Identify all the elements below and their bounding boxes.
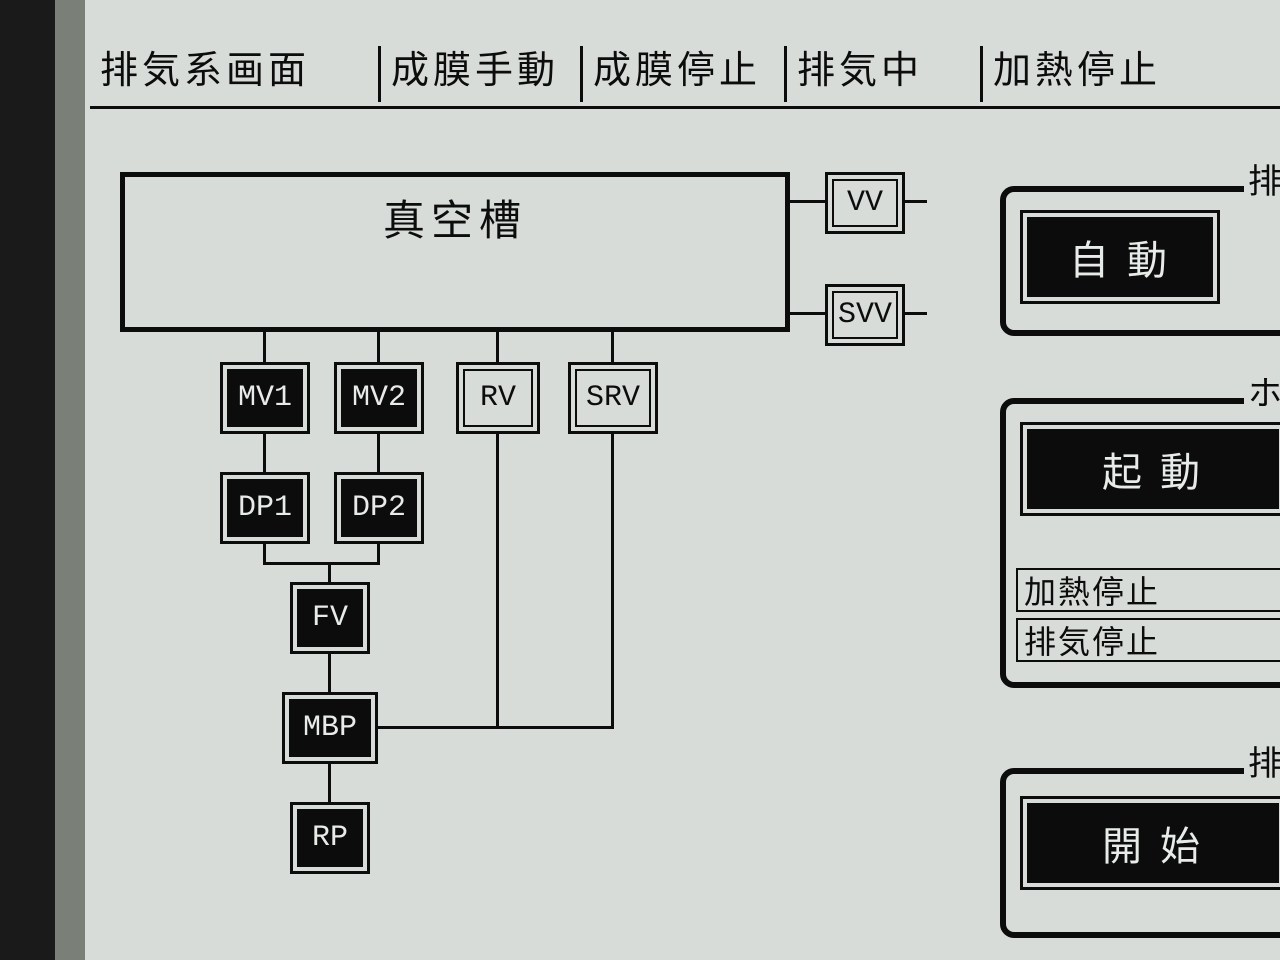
pipe-line [905,200,927,203]
vacuum-system-diagram: 真空槽 VV SVV MV1 MV2 RV SRV DP1 DP2 FV MBP RP [110,172,930,932]
valve-fv[interactable]: FV [290,582,370,654]
pipe-line [790,312,825,315]
heating-stop-button[interactable]: 加熱停止 [1016,568,1280,612]
valve-mbp[interactable]: MBP [282,692,378,764]
auto-button-label: 自動 [1027,217,1213,297]
top-tab-bar: 排気系画面 成膜手動 成膜停止 排気中 加熱停止 [90,46,1280,116]
valve-vv-label: VV [832,179,898,227]
exhaust-stop-button[interactable]: 排気停止 [1016,618,1280,662]
tab-underline [90,106,1280,109]
auto-button[interactable]: 自動 [1020,210,1220,304]
pipe-line [263,562,380,565]
startup-button-label: 起動 [1027,429,1279,509]
panel-auto-group: 排 自動 [1000,186,1280,336]
pipe-line [328,654,331,692]
pipe-line [377,434,380,472]
screen-frame-bevel [55,0,85,960]
start-button-label: 開始 [1027,803,1279,883]
pipe-line [263,332,266,362]
start-button[interactable]: 開始 [1020,796,1280,890]
valve-dp1[interactable]: DP1 [220,472,310,544]
valve-srv-label: SRV [575,369,651,427]
pipe-line [377,332,380,362]
valve-mbp-label: MBP [289,699,371,757]
pipe-line [377,544,380,564]
tab-film-manual[interactable]: 成膜手動 [378,46,559,102]
valve-rv-label: RV [463,369,533,427]
pipe-line [328,764,331,802]
pipe-line [496,434,499,728]
valve-svv-label: SVV [832,291,898,339]
valve-srv[interactable]: SRV [568,362,658,434]
panel-startup-group: ホ 起動 加熱停止 排気停止 [1000,398,1280,688]
valve-rp-label: RP [297,809,363,867]
valve-dp2[interactable]: DP2 [334,472,424,544]
valve-rv[interactable]: RV [456,362,540,434]
tab-film-stop[interactable]: 成膜停止 [580,46,761,102]
pipe-line [611,332,614,362]
pipe-line [263,434,266,472]
vacuum-chamber-label: 真空槽 [383,187,527,248]
valve-mv2[interactable]: MV2 [334,362,424,434]
panel-startup-title: ホ [1244,380,1280,414]
valve-rp[interactable]: RP [290,802,370,874]
valve-svv[interactable]: SVV [825,284,905,346]
panel-start-group: 排 開始 [1000,768,1280,938]
pipe-line [378,726,614,729]
pipe-line [905,312,927,315]
pipe-line [263,544,266,564]
pipe-line [790,200,825,203]
panel-start-title: 排 [1244,750,1280,784]
valve-dp2-label: DP2 [341,479,417,537]
valve-mv1[interactable]: MV1 [220,362,310,434]
pipe-line [496,332,499,362]
valve-dp1-label: DP1 [227,479,303,537]
valve-mv1-label: MV1 [227,369,303,427]
vacuum-chamber-box: 真空槽 [120,172,790,332]
tab-exhaust-status[interactable]: 排気中 [784,46,923,102]
valve-fv-label: FV [297,589,363,647]
valve-vv[interactable]: VV [825,172,905,234]
pipe-line [611,434,614,728]
tab-heating-stop[interactable]: 加熱停止 [980,46,1161,102]
screen-title: 排気系画面 [100,46,310,102]
valve-mv2-label: MV2 [341,369,417,427]
pipe-line [328,562,331,582]
startup-button[interactable]: 起動 [1020,422,1280,516]
panel-auto-title: 排 [1244,168,1280,202]
